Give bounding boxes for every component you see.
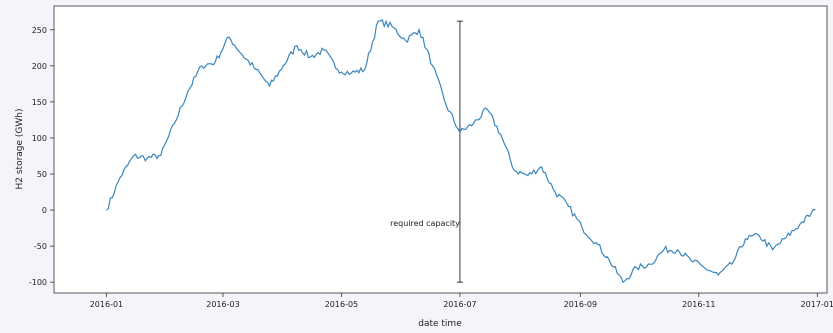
x-axis-title: date time <box>418 319 462 329</box>
x-tick-label: 2016-11 <box>682 300 715 309</box>
data-point <box>500 133 502 135</box>
data-point <box>187 90 189 92</box>
data-point <box>581 227 583 229</box>
y-tick-label: -100 <box>29 278 47 287</box>
y-tick-label: 50 <box>37 170 47 179</box>
x-tick-label: 2017-01 <box>801 300 833 309</box>
data-point <box>336 68 338 70</box>
y-tick-label: 100 <box>32 134 47 143</box>
data-point <box>391 25 393 27</box>
x-tick-label: 2016-09 <box>564 300 597 309</box>
data-point <box>731 263 733 265</box>
y-axis-title: H2 storage (GWh) <box>15 108 25 189</box>
series-line <box>106 18 816 284</box>
data-point <box>540 166 542 168</box>
data-point <box>404 39 406 41</box>
data-point <box>323 49 325 51</box>
data-point <box>160 154 162 156</box>
data-point <box>445 104 447 106</box>
data-point <box>622 281 624 283</box>
y-tick-label: 250 <box>32 26 47 35</box>
data-point <box>377 20 379 22</box>
data-point <box>663 249 665 251</box>
y-tick-label: 0 <box>42 206 47 215</box>
data-point <box>799 223 801 225</box>
x-tick-label: 2016-03 <box>206 300 239 309</box>
data-point <box>703 267 705 269</box>
data-point <box>459 131 461 133</box>
capacity-label: required capacity <box>390 219 460 228</box>
data-point <box>513 169 515 171</box>
data-point <box>119 176 121 178</box>
data-point <box>146 157 148 159</box>
data-point <box>814 209 816 211</box>
data-point <box>418 29 420 31</box>
plot-area <box>53 5 828 294</box>
data-point <box>432 65 434 67</box>
data-point <box>676 249 678 251</box>
data-point <box>554 191 556 193</box>
data-point <box>105 209 107 211</box>
data-point <box>690 259 692 261</box>
data-point <box>771 249 773 251</box>
data-point <box>649 263 651 265</box>
data-point <box>595 241 597 243</box>
data-point <box>228 36 230 38</box>
data-point <box>567 205 569 207</box>
y-tick-label: 150 <box>32 98 47 107</box>
data-point <box>635 267 637 269</box>
y-tick-label: 200 <box>32 62 47 71</box>
data-point <box>350 72 352 74</box>
data-point <box>364 68 366 70</box>
data-point <box>268 85 270 87</box>
x-axis: 2016-01 2016-03 2016-05 2016-07 2016-09 2016-… <box>90 293 833 309</box>
annotation-layer: required capacity <box>390 20 463 283</box>
x-tick-label: 2016-01 <box>90 300 123 309</box>
data-point <box>608 259 610 261</box>
data-point <box>282 65 284 67</box>
data-point <box>173 122 175 124</box>
y-tick-label: -50 <box>34 242 47 251</box>
data-point <box>296 44 298 46</box>
data-point <box>472 122 474 124</box>
data-point <box>309 56 311 58</box>
data-point <box>758 234 760 236</box>
data-point <box>132 155 134 157</box>
data-point <box>200 65 202 67</box>
data-point <box>241 54 243 56</box>
data-point <box>486 108 488 110</box>
data-point <box>717 274 719 276</box>
data-point <box>527 174 529 176</box>
data-point <box>785 236 787 238</box>
x-tick-label: 2016-05 <box>325 300 358 309</box>
data-point <box>214 61 216 63</box>
data-point <box>255 68 257 70</box>
data-point <box>744 238 746 240</box>
y-axis: -100 -50 0 50 100 150 200 250 <box>29 26 54 287</box>
x-tick-label: 2016-07 <box>443 300 476 309</box>
